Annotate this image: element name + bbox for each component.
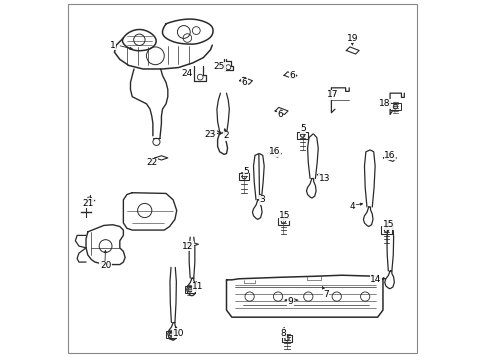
FancyBboxPatch shape (185, 286, 195, 293)
Text: 23: 23 (204, 130, 216, 139)
Polygon shape (239, 77, 252, 84)
FancyBboxPatch shape (297, 131, 307, 139)
Text: 1: 1 (109, 41, 115, 50)
Text: 18: 18 (378, 99, 390, 108)
Polygon shape (284, 72, 296, 79)
Text: 24: 24 (182, 69, 193, 78)
Text: 20: 20 (100, 261, 111, 270)
Polygon shape (155, 156, 167, 160)
Text: 6: 6 (289, 71, 295, 80)
Text: 12: 12 (182, 242, 193, 251)
Text: 3: 3 (258, 195, 264, 204)
Text: 9: 9 (287, 297, 293, 306)
Text: 16: 16 (268, 147, 280, 156)
Polygon shape (346, 47, 358, 54)
FancyBboxPatch shape (380, 226, 391, 233)
Text: 8: 8 (280, 329, 286, 338)
FancyBboxPatch shape (278, 217, 288, 225)
Polygon shape (207, 130, 221, 135)
FancyBboxPatch shape (166, 331, 176, 338)
FancyBboxPatch shape (390, 103, 400, 110)
Text: 14: 14 (369, 275, 381, 284)
Text: 2: 2 (223, 131, 229, 140)
Text: 19: 19 (346, 34, 358, 42)
Polygon shape (285, 298, 297, 302)
Text: 17: 17 (327, 90, 338, 100)
Text: 16: 16 (383, 151, 395, 160)
Text: 15: 15 (382, 220, 393, 229)
Text: 4: 4 (349, 202, 355, 211)
Polygon shape (268, 150, 281, 157)
Polygon shape (274, 107, 287, 115)
Text: 11: 11 (192, 282, 203, 291)
Text: 13: 13 (318, 174, 329, 183)
Text: 5: 5 (242, 167, 248, 176)
Text: 15: 15 (279, 211, 290, 220)
Text: 21: 21 (82, 199, 93, 208)
Text: 10: 10 (172, 329, 184, 338)
Text: 22: 22 (146, 158, 157, 167)
FancyBboxPatch shape (281, 335, 291, 342)
Text: 7: 7 (322, 290, 328, 298)
Text: 6: 6 (241, 78, 247, 87)
FancyBboxPatch shape (239, 173, 249, 180)
Polygon shape (185, 242, 198, 246)
Text: 25: 25 (213, 62, 225, 71)
Text: 5: 5 (300, 124, 305, 133)
Polygon shape (383, 154, 395, 161)
Text: 6: 6 (276, 110, 282, 119)
